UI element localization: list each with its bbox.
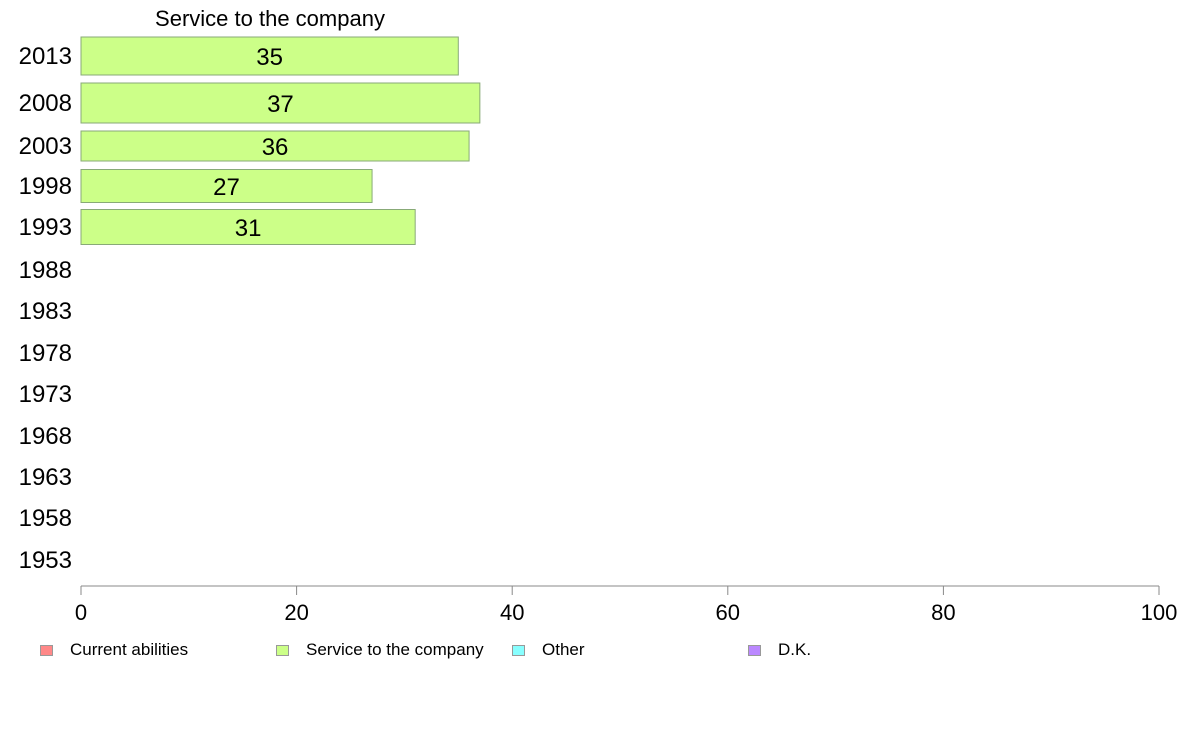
legend-label-other: Other	[542, 640, 585, 659]
bar-2008	[80, 82, 481, 124]
y-tick-label-2008: 2008	[19, 90, 72, 117]
x-tick-label-20: 20	[284, 600, 308, 625]
y-tick-label-1953: 1953	[19, 547, 72, 574]
bars-group: 35 37 36 27 31	[80, 36, 481, 245]
legend-label-dk: D.K.	[778, 640, 812, 659]
legend-swatch-service-to-the-company	[276, 644, 289, 656]
legend-swatch-other	[512, 644, 525, 656]
data-label-1998: 27	[213, 174, 240, 201]
y-tick-label-2013: 2013	[19, 43, 72, 70]
x-axis: 0 20 40 60 80 100	[75, 585, 1178, 625]
data-label-2013: 35	[256, 44, 283, 71]
legend: Current abilities Service to the company…	[0, 640, 1188, 664]
bar-1993	[80, 209, 416, 245]
y-tick-label-1993: 1993	[19, 214, 72, 241]
y-tick-label-1983: 1983	[19, 298, 72, 325]
y-tick-label-1978: 1978	[19, 340, 72, 367]
y-axis-labels: 2013 2008 2003 1998 1993 1988 1983 1978 1973 1968…	[19, 43, 72, 574]
chart-title: Service to the company	[155, 6, 385, 31]
x-tick-label-100: 100	[1141, 600, 1178, 625]
y-tick-label-2003: 2003	[19, 133, 72, 160]
y-tick-label-1958: 1958	[19, 505, 72, 532]
bar-2013	[80, 36, 459, 76]
legend-label-service-to-the-company: Service to the company	[306, 640, 484, 659]
x-tick-label-60: 60	[716, 600, 740, 625]
bar-1998	[80, 169, 373, 203]
bar-2003	[80, 130, 470, 162]
legend-label-current-abilities: Current abilities	[70, 640, 189, 659]
legend-item-service-to-the-company: Service to the company	[276, 640, 484, 660]
y-tick-label-1963: 1963	[19, 464, 72, 491]
legend-item-current-abilities: Current abilities	[40, 640, 188, 660]
y-tick-label-1998: 1998	[19, 173, 72, 200]
x-tick-label-80: 80	[931, 600, 955, 625]
y-tick-label-1988: 1988	[19, 257, 72, 284]
legend-item-other: Other	[512, 640, 585, 660]
y-tick-label-1973: 1973	[19, 381, 72, 408]
x-tick-label-0: 0	[75, 600, 87, 625]
y-tick-label-1968: 1968	[19, 423, 72, 450]
x-tick-label-40: 40	[500, 600, 524, 625]
data-label-1993: 31	[235, 215, 262, 242]
legend-swatch-dk	[748, 644, 761, 656]
legend-item-dk: D.K.	[748, 640, 811, 660]
legend-swatch-current-abilities	[40, 644, 53, 656]
data-label-2008: 37	[267, 91, 294, 118]
data-label-2003: 36	[262, 134, 289, 161]
